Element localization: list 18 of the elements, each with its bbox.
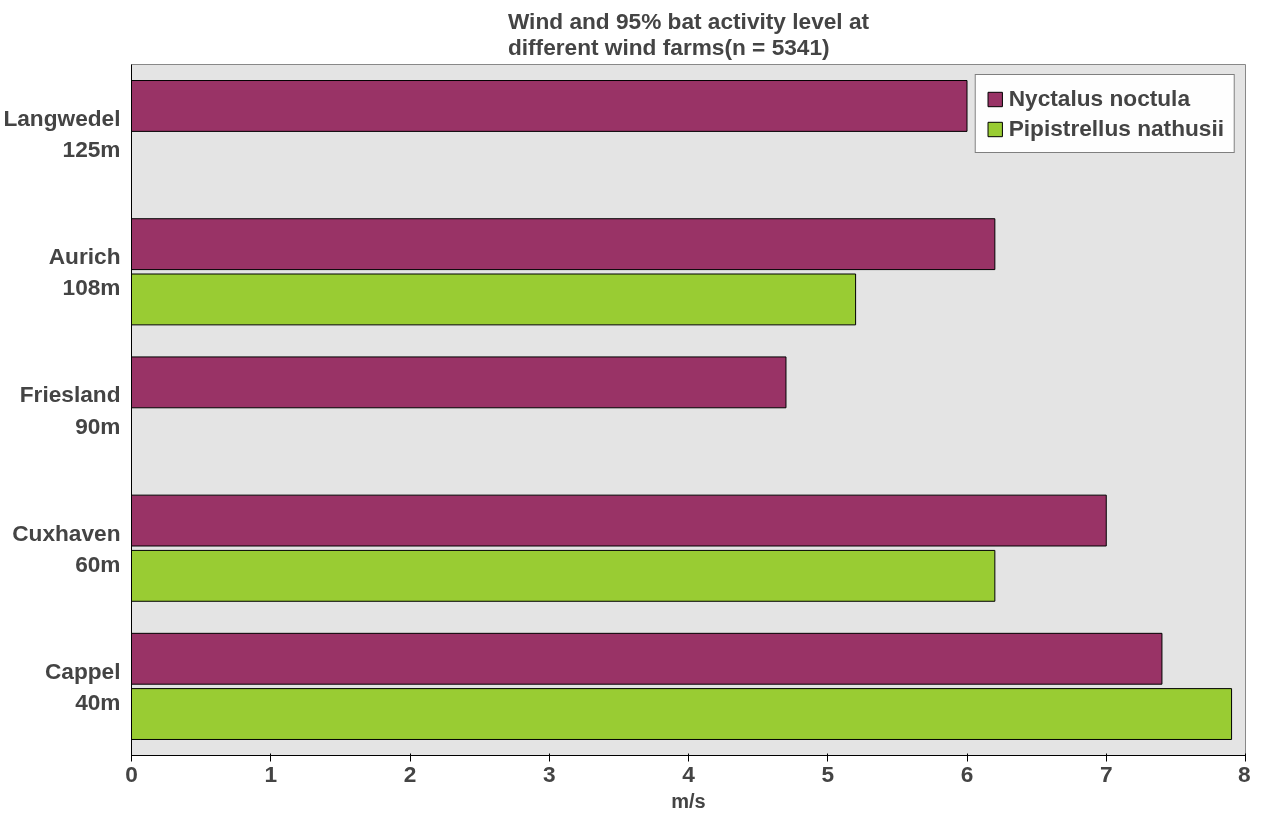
x-tick-label: 1 (264, 760, 278, 787)
x-tick-label: 5 (821, 760, 835, 787)
x-tick-label: 4 (682, 760, 696, 787)
y-tick-label: Friesland 90m (19, 381, 121, 439)
x-tick-label: 0 (125, 760, 138, 787)
x-tick-label: 2 (403, 760, 417, 787)
y-tick-label: Langwedel 125m (3, 105, 121, 163)
y-tick-label: Cuxhaven 60m (12, 519, 121, 577)
legend-label: Nyctalus noctula (1008, 85, 1191, 112)
x-axis-title: m/s (671, 789, 706, 812)
x-tick-label: 8 (1237, 760, 1251, 787)
legend-label: Pipistrellus nathusii (1008, 115, 1224, 142)
x-tick-label: 7 (1099, 760, 1113, 787)
y-tick-label: Cappel 40m (44, 657, 121, 715)
x-tick-label: 6 (960, 760, 974, 787)
y-tick-label: Aurich 108m (48, 243, 121, 301)
chart-title: Wind and 95% bat activity level at different wind farms(n = 5341) (507, 7, 870, 60)
x-tick-label: 3 (542, 760, 556, 787)
